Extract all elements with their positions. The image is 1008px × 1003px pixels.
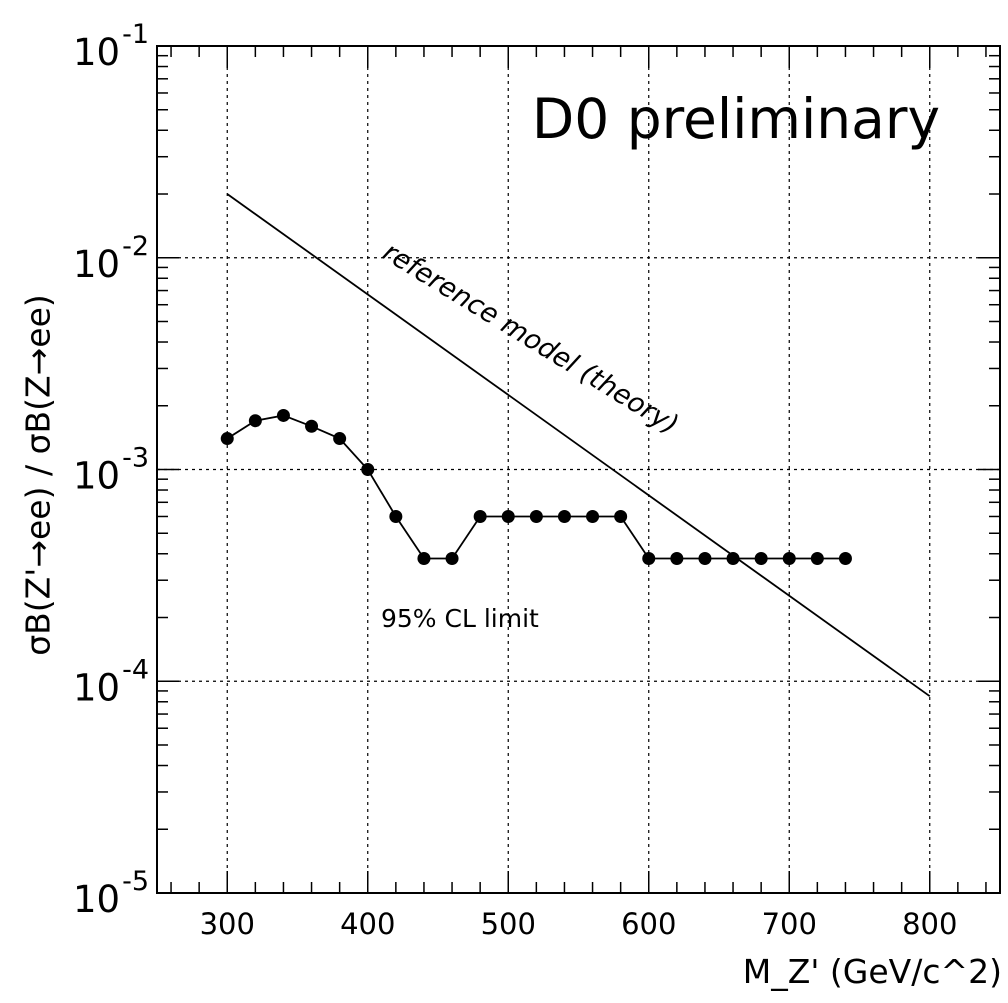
x-tick-label: 600	[621, 907, 676, 941]
theory-curve	[226, 193, 931, 697]
limit-point	[220, 432, 234, 446]
limit-point	[445, 551, 459, 565]
limit-point	[838, 551, 852, 565]
x-tick-label: 800	[902, 907, 957, 941]
y-tick-label: 10-4	[73, 654, 149, 709]
x-tick-label: 400	[340, 907, 395, 941]
limit-point	[754, 551, 768, 565]
limit-point	[473, 509, 487, 523]
axis-ticks	[157, 46, 1000, 894]
limit-point	[642, 551, 656, 565]
limit-point	[417, 551, 431, 565]
y-tick-label: 10-2	[73, 231, 149, 286]
limit-curve	[220, 408, 852, 565]
y-axis-label: σB(Z'→ee) / σB(Z→ee)	[18, 294, 58, 656]
x-tick-label: 700	[762, 907, 817, 941]
limit-point	[529, 509, 543, 523]
limit-curve-label: 95% CL limit	[381, 604, 539, 633]
limit-point	[389, 509, 403, 523]
grid-lines	[157, 46, 1000, 893]
y-tick-label: 10-1	[73, 19, 149, 74]
limit-point	[586, 509, 600, 523]
limit-line	[226, 414, 846, 560]
y-tick-label: 10-3	[73, 443, 149, 498]
limit-point	[726, 551, 740, 565]
limit-point	[670, 551, 684, 565]
limit-point	[810, 551, 824, 565]
x-tick-label: 300	[200, 907, 255, 941]
y-tick-labels: 10-1 10-2 10-3 10-4 10-5	[73, 19, 149, 921]
limit-point	[305, 419, 319, 433]
limit-point	[276, 408, 290, 422]
theory-line	[226, 193, 931, 697]
x-axis-label: M_Z' (GeV/c^2)	[742, 952, 1002, 991]
x-tick-label: 500	[481, 907, 536, 941]
chart-title: D0 preliminary	[532, 87, 940, 151]
x-tick-labels: 300 400 500 600 700 800	[200, 907, 958, 941]
limit-point	[782, 551, 796, 565]
limit-point	[614, 509, 628, 523]
limit-point	[501, 509, 515, 523]
y-tick-label: 10-5	[73, 866, 149, 921]
limit-point	[698, 551, 712, 565]
limit-point	[248, 414, 262, 428]
limit-point	[557, 509, 571, 523]
plot-frame	[156, 45, 1001, 894]
limit-point	[333, 432, 347, 446]
limit-point	[361, 463, 375, 476]
